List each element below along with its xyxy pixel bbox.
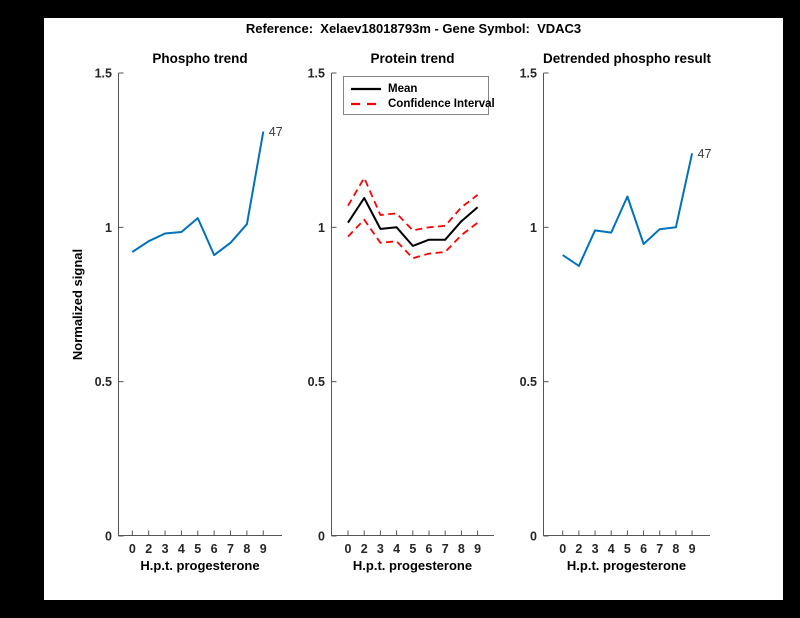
ci-lower-line bbox=[347, 218, 479, 260]
y-tick-label: 0.5 bbox=[520, 375, 537, 389]
legend-box: Mean Confidence Interval bbox=[343, 76, 495, 115]
x-tick-label: 4 bbox=[393, 542, 400, 556]
y-tick-label: 0 bbox=[530, 530, 537, 544]
x-tick-label: 3 bbox=[377, 542, 384, 556]
x-tick-label: 9 bbox=[474, 542, 481, 556]
y-tick-label: 1.5 bbox=[95, 67, 112, 81]
x-tick-label: 5 bbox=[409, 542, 416, 556]
legend-row-mean: Mean bbox=[344, 81, 488, 96]
x-tick-label: 0 bbox=[345, 542, 352, 556]
phospho-line bbox=[131, 131, 265, 257]
y-tick-label: 0 bbox=[318, 530, 325, 544]
y-axis-label: Normalized signal bbox=[70, 248, 85, 361]
x-tick-label: 2 bbox=[145, 542, 152, 556]
detrended-phospho-chart: 00.511.50 2 3 4 5 6 7 8 947 bbox=[520, 67, 712, 557]
x-tick-label: 3 bbox=[162, 542, 169, 556]
x-tick-label: 9 bbox=[260, 542, 267, 556]
x-tick-label: 0 bbox=[559, 542, 566, 556]
figure-title: Reference: Xelaev18018793m - Gene Symbol… bbox=[245, 21, 582, 36]
figure-canvas: Reference: Xelaev18018793m - Gene Symbol… bbox=[44, 18, 783, 600]
subplot-title-protein-trend: Protein trend bbox=[370, 51, 455, 66]
protein-trend-chart: 00.511.50 2 3 4 5 6 7 8 9 bbox=[308, 67, 494, 556]
y-tick-label: 0.5 bbox=[308, 375, 325, 389]
x-tick-label: 2 bbox=[575, 542, 582, 556]
y-tick-label: 1.5 bbox=[308, 67, 325, 81]
legend-row-confidence-interval: Confidence Interval bbox=[344, 96, 495, 111]
subplot-title-detrended-phospho: Detrended phospho result bbox=[543, 51, 712, 66]
y-tick-label: 0 bbox=[105, 530, 112, 544]
x-tick-label: 8 bbox=[672, 542, 679, 556]
x-tick-label: 5 bbox=[624, 542, 631, 556]
x-tick-label: 7 bbox=[227, 542, 234, 556]
y-tick-label: 1 bbox=[530, 221, 537, 235]
annotation-47: 47 bbox=[698, 147, 712, 161]
phospho-trend-chart: 00.511.50 2 3 4 5 6 7 8 947 bbox=[95, 67, 283, 557]
x-tick-label: 7 bbox=[442, 542, 449, 556]
ci-upper-line bbox=[347, 177, 479, 232]
x-tick-label: 2 bbox=[361, 542, 368, 556]
legend-label-confidence-interval: Confidence Interval bbox=[388, 97, 495, 110]
y-tick-label: 1 bbox=[105, 221, 112, 235]
y-tick-label: 1.5 bbox=[520, 67, 537, 81]
x-tick-label: 4 bbox=[178, 542, 185, 556]
x-tick-label: 9 bbox=[689, 542, 696, 556]
legend-label-mean: Mean bbox=[388, 82, 418, 95]
y-tick-label: 0.5 bbox=[95, 375, 112, 389]
legend-ci-dashed-line-icon bbox=[351, 102, 381, 105]
x-tick-label: 6 bbox=[640, 542, 647, 556]
x-tick-label: 5 bbox=[194, 542, 201, 556]
x-axis-label-phospho: H.p.t. progesterone bbox=[140, 558, 260, 573]
x-tick-label: 0 bbox=[129, 542, 136, 556]
x-tick-label: 6 bbox=[211, 542, 218, 556]
x-tick-label: 8 bbox=[243, 542, 250, 556]
mean-line bbox=[347, 197, 479, 247]
x-tick-label: 3 bbox=[592, 542, 599, 556]
y-tick-label: 1 bbox=[318, 221, 325, 235]
x-axis-label-protein: H.p.t. progesterone bbox=[352, 558, 473, 573]
x-tick-label: 7 bbox=[656, 542, 663, 556]
x-tick-label: 4 bbox=[608, 542, 615, 556]
x-tick-label: 8 bbox=[458, 542, 465, 556]
subplot-title-phospho-trend: Phospho trend bbox=[152, 51, 248, 66]
x-tick-label: 6 bbox=[426, 542, 433, 556]
legend-mean-line-icon bbox=[351, 87, 381, 90]
x-axis-label-detrended: H.p.t. progesterone bbox=[566, 558, 687, 573]
detrended-line bbox=[562, 153, 694, 267]
annotation-47: 47 bbox=[269, 125, 283, 139]
